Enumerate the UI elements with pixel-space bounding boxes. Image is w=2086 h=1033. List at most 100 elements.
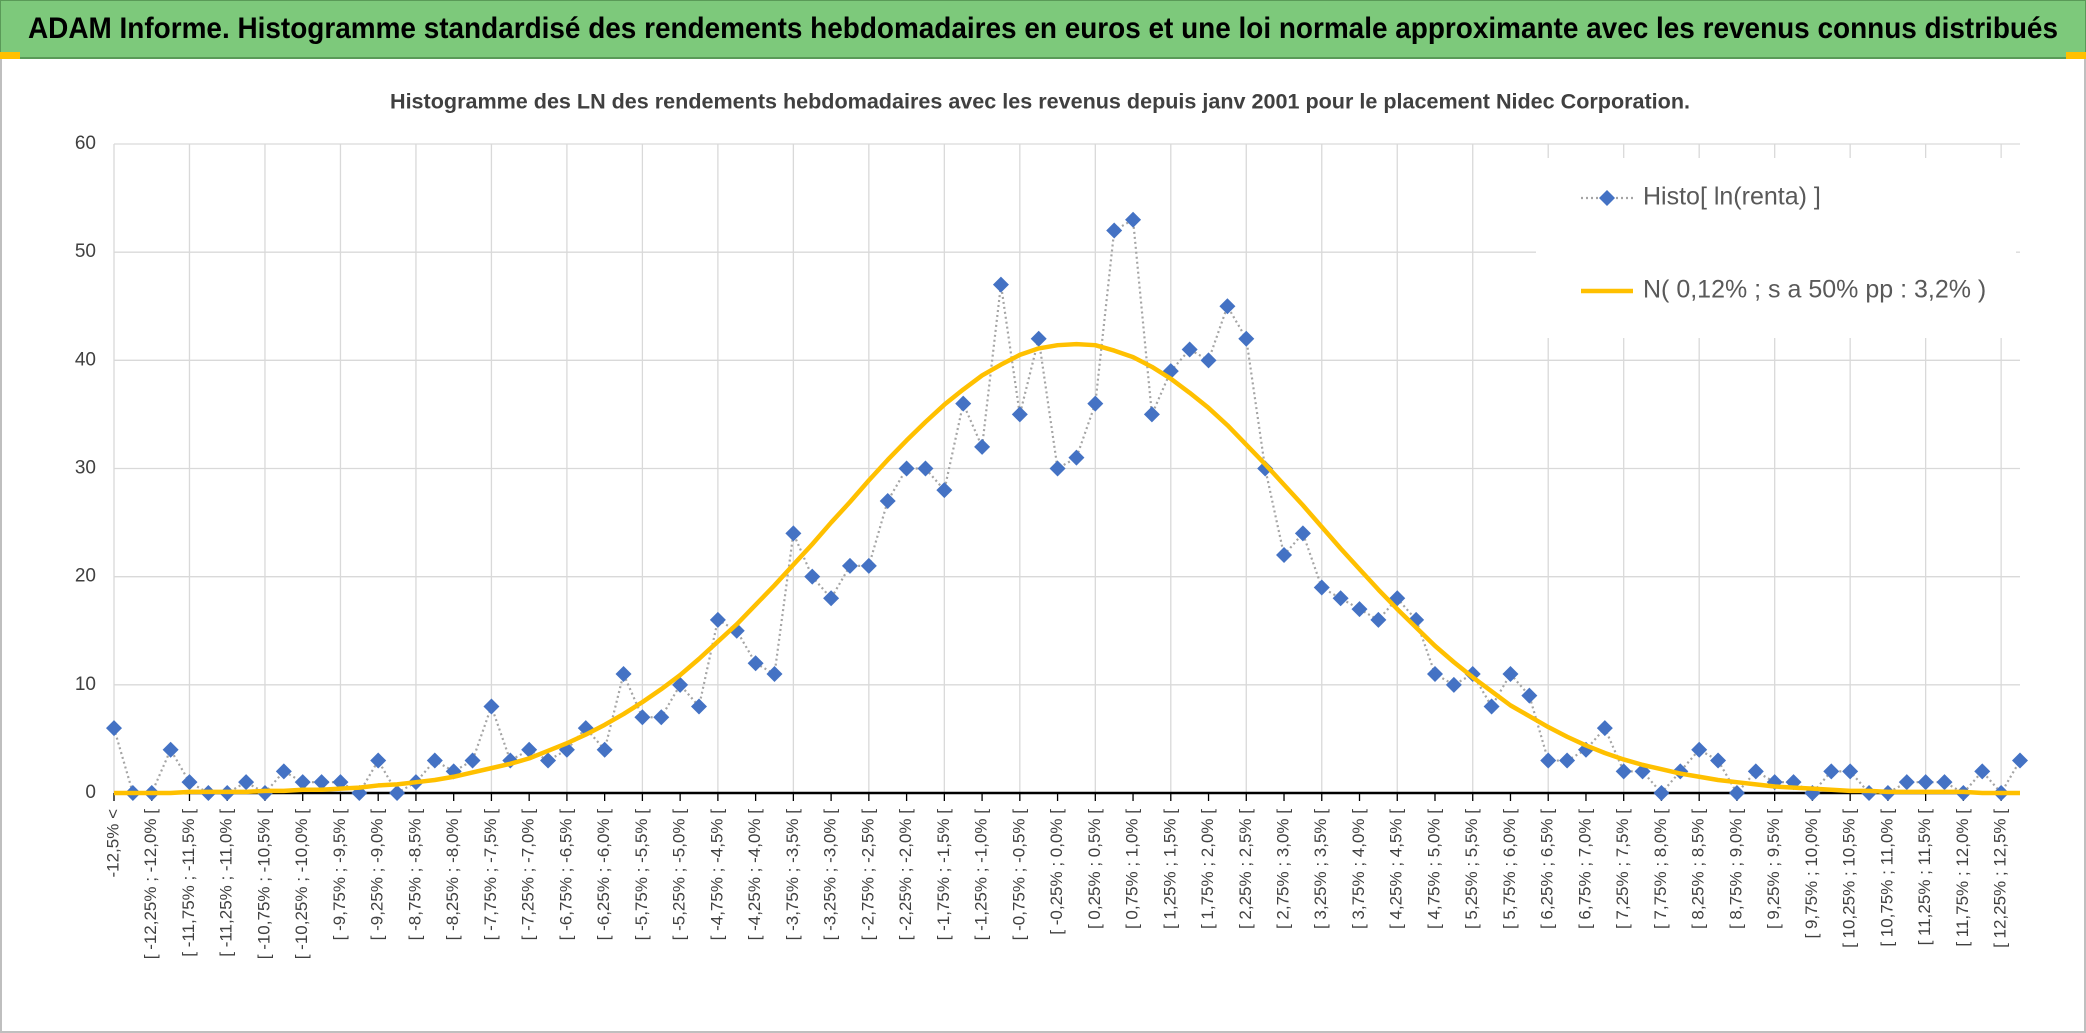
chart-title: Histogramme des LN des rendements hebdom… bbox=[390, 91, 1690, 114]
data-point bbox=[1974, 763, 1991, 780]
x-tick-label: [ -8,75% ; -8,5% [ bbox=[405, 809, 424, 941]
x-tick-label: [ -3,25% ; -3,0% [ bbox=[821, 809, 840, 941]
x-tick-label: [ 7,75% ; 8,0% [ bbox=[1651, 809, 1670, 929]
legend-label: Histo[ ln(renta) ] bbox=[1643, 183, 1821, 211]
x-tick-label: [ 0,75% ; 1,0% [ bbox=[1123, 809, 1142, 929]
data-point bbox=[1615, 763, 1632, 780]
data-point bbox=[1426, 666, 1443, 683]
data-point bbox=[1125, 211, 1142, 228]
x-tick-label: [ 9,25% ; 9,5% [ bbox=[1764, 809, 1783, 929]
data-point bbox=[1502, 666, 1519, 683]
x-tick-label: -12,5% < bbox=[103, 809, 122, 878]
data-point bbox=[106, 720, 122, 737]
x-tick-label: [ 4,25% ; 4,5% [ bbox=[1387, 809, 1406, 929]
x-tick-label: [ -4,75% ; -4,5% [ bbox=[707, 809, 726, 941]
data-point bbox=[917, 460, 934, 477]
x-tick-label: [ 5,25% ; 5,5% [ bbox=[1462, 809, 1481, 929]
legend-marker bbox=[1599, 190, 1615, 206]
legend-box bbox=[1536, 158, 2016, 338]
x-tick-label: [ -8,25% ; -8,0% [ bbox=[443, 809, 462, 941]
x-tick-label: [ -1,75% ; -1,5% [ bbox=[934, 809, 953, 941]
y-tick-label: 10 bbox=[75, 674, 96, 695]
x-tick-label: [ 1,25% ; 1,5% [ bbox=[1160, 809, 1179, 929]
x-tick-label: [ 3,25% ; 3,5% [ bbox=[1311, 809, 1330, 929]
data-point bbox=[313, 774, 330, 791]
data-point bbox=[1728, 785, 1745, 801]
x-tick-label: [ 9,75% ; 10,0% [ bbox=[1802, 809, 1821, 939]
data-point bbox=[1521, 687, 1538, 704]
data-point bbox=[1332, 590, 1349, 607]
x-tick-label: [ -0,75% ; -0,5% [ bbox=[1009, 809, 1028, 941]
data-point bbox=[1313, 579, 1330, 596]
x-tick-label: [ 10,75% ; 11,0% [ bbox=[1877, 809, 1896, 947]
data-point bbox=[1653, 785, 1670, 801]
data-point bbox=[804, 568, 821, 585]
y-tick-label: 60 bbox=[75, 133, 96, 154]
header-title: ADAM Informe. Histogramme standardisé de… bbox=[28, 12, 2058, 45]
data-point bbox=[238, 774, 255, 791]
x-tick-label: [ -0,25% ; 0,0% [ bbox=[1047, 809, 1066, 935]
data-point bbox=[1049, 460, 1066, 477]
x-tick-label: [ 8,75% ; 9,0% [ bbox=[1726, 809, 1745, 929]
data-point bbox=[955, 395, 972, 412]
y-tick-label: 30 bbox=[75, 458, 96, 479]
data-point bbox=[464, 752, 481, 769]
x-tick-label: [ 8,25% ; 8,5% [ bbox=[1689, 809, 1708, 929]
data-point bbox=[181, 774, 198, 791]
data-point bbox=[1917, 774, 1934, 791]
x-tick-label: [ 6,25% ; 6,5% [ bbox=[1538, 809, 1557, 929]
series-line bbox=[114, 341, 2020, 796]
data-point bbox=[766, 666, 783, 683]
data-point bbox=[1011, 406, 1028, 423]
x-tick-label: [ 2,25% ; 2,5% [ bbox=[1236, 809, 1255, 929]
x-tick-label: [ 4,75% ; 5,0% [ bbox=[1424, 809, 1443, 929]
corner-deco bbox=[2066, 52, 2086, 59]
data-point bbox=[1483, 698, 1500, 715]
data-point bbox=[936, 482, 953, 499]
data-point bbox=[653, 709, 670, 726]
header-bar bbox=[0, 0, 2086, 59]
data-point bbox=[1842, 763, 1859, 780]
y-tick-label: 20 bbox=[75, 566, 96, 587]
x-tick-label: [ -7,25% ; -7,0% [ bbox=[519, 809, 538, 941]
data-point bbox=[992, 276, 1009, 293]
x-tick-label: [ -7,75% ; -7,5% [ bbox=[481, 809, 500, 941]
x-tick-label: [ 11,75% ; 12,0% [ bbox=[1953, 809, 1972, 947]
data-point bbox=[1219, 298, 1236, 315]
x-tick-label: [ -10,25% ; -10,0% [ bbox=[292, 809, 311, 960]
x-tick-label: [ -4,25% ; -4,0% [ bbox=[745, 809, 764, 941]
x-tick-label: [ -11,75% ; -11,5% [ bbox=[179, 809, 198, 957]
data-point bbox=[1596, 720, 1613, 737]
x-tick-label: [ 1,75% ; 2,0% [ bbox=[1198, 809, 1217, 929]
data-point bbox=[1710, 752, 1727, 769]
data-point bbox=[483, 698, 500, 715]
x-tick-label: [ 10,25% ; 10,5% [ bbox=[1840, 809, 1859, 948]
data-point bbox=[879, 492, 896, 509]
x-tick-label: [ -10,75% ; -10,5% [ bbox=[254, 809, 273, 960]
data-point bbox=[1294, 525, 1311, 542]
x-tick-label: [ -11,25% ; -11,0% [ bbox=[217, 809, 236, 957]
legend-label: N( 0,12% ; s a 50% pp : 3,2% ) bbox=[1643, 276, 1986, 304]
data-point bbox=[540, 752, 557, 769]
data-point bbox=[1559, 752, 1576, 769]
x-tick-label: [ -6,75% ; -6,5% [ bbox=[556, 809, 575, 941]
x-tick-label: [ 7,25% ; 7,5% [ bbox=[1613, 809, 1632, 929]
y-tick-label: 40 bbox=[75, 349, 96, 370]
x-tick-label: [ -9,25% ; -9,0% [ bbox=[368, 809, 387, 941]
x-tick-label: [ 12,25% ; 12,5% [ bbox=[1991, 809, 2010, 948]
y-tick-label: 50 bbox=[75, 241, 96, 262]
data-point bbox=[389, 785, 406, 801]
data-point bbox=[860, 557, 877, 574]
data-point bbox=[841, 557, 858, 574]
data-point bbox=[370, 752, 387, 769]
x-tick-label: [ 2,75% ; 3,0% [ bbox=[1274, 809, 1293, 929]
data-point bbox=[1540, 752, 1557, 769]
data-point bbox=[596, 741, 613, 758]
data-point bbox=[974, 438, 991, 455]
corner-deco bbox=[0, 52, 20, 59]
x-tick-label: [ -9,75% ; -9,5% [ bbox=[330, 809, 349, 941]
data-point bbox=[1747, 763, 1764, 780]
x-tick-label: [ -3,75% ; -3,5% [ bbox=[783, 809, 802, 941]
data-point bbox=[1200, 352, 1217, 369]
